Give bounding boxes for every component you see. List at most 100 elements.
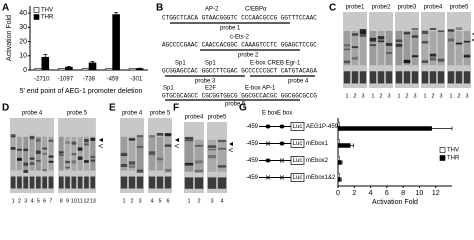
band <box>48 155 54 158</box>
ebox-site <box>265 158 271 163</box>
band <box>23 162 29 166</box>
band <box>71 141 77 145</box>
ebox-site <box>279 141 285 146</box>
smear <box>128 136 136 171</box>
band <box>10 147 16 150</box>
construct-start: -459 <box>246 158 259 164</box>
free-probe <box>207 177 217 189</box>
band <box>71 153 77 156</box>
band <box>395 43 403 48</box>
band <box>77 156 83 160</box>
band <box>411 28 419 31</box>
probe-label: probe 4 <box>122 111 143 117</box>
lane-label: 12 <box>83 198 89 204</box>
lane-label: 2 <box>431 93 434 99</box>
lane-label: 1 <box>423 93 426 99</box>
smear <box>148 136 156 171</box>
band <box>421 40 429 44</box>
band <box>369 44 377 47</box>
arrowhead <box>175 138 179 142</box>
factor: C/EBPα <box>245 7 267 13</box>
band <box>156 157 164 161</box>
band <box>447 29 455 32</box>
band <box>455 42 463 45</box>
free-probe <box>395 71 403 84</box>
band <box>395 43 403 46</box>
probe-label: probe5 <box>208 115 227 121</box>
lane-label: 6 <box>166 198 169 204</box>
band <box>136 134 144 138</box>
mutation-mark <box>279 158 285 163</box>
band <box>10 134 16 137</box>
band <box>359 31 367 35</box>
free-probe <box>29 176 35 189</box>
lane-label: 1 <box>122 198 125 204</box>
mutation-mark <box>265 141 271 146</box>
band <box>207 148 217 151</box>
band <box>437 30 445 32</box>
lane-label: 9 <box>66 198 69 204</box>
band <box>385 42 393 46</box>
x-tick-label: 6 <box>385 190 389 197</box>
panel-label: B <box>156 3 163 14</box>
legend-label: THV <box>447 148 459 154</box>
band <box>120 163 128 167</box>
band <box>217 139 227 143</box>
band <box>128 138 136 141</box>
reporter-box <box>290 156 305 165</box>
band <box>421 60 429 64</box>
factor: c-Ets-2 <box>230 35 250 41</box>
band <box>194 144 204 147</box>
band <box>36 138 41 142</box>
smear <box>136 136 144 171</box>
band <box>359 29 367 33</box>
factor: Sp1 <box>175 61 186 67</box>
band <box>411 35 419 38</box>
ebox-site <box>279 124 285 129</box>
band <box>42 147 47 150</box>
probe-label: probe 4 <box>22 111 43 117</box>
band <box>194 160 204 164</box>
x-tick-label: -738 <box>83 77 96 83</box>
y-tick-label: mEbox1&2 <box>306 175 336 181</box>
y-tick-label: mEbox1 <box>306 141 329 147</box>
bar <box>337 143 351 148</box>
lane-label: 2 <box>405 93 408 99</box>
band <box>136 169 144 173</box>
free-probe <box>421 71 429 84</box>
smear <box>411 31 419 66</box>
legend-label: THV <box>41 8 53 14</box>
band <box>65 141 70 144</box>
free-probe <box>217 177 227 189</box>
band <box>351 46 359 49</box>
factor: Sp1 <box>163 86 174 92</box>
band <box>148 134 156 138</box>
free-probe <box>447 71 455 84</box>
arrowhead-open <box>174 143 180 149</box>
smear <box>207 139 217 172</box>
bar <box>337 177 341 182</box>
lane-label: 7 <box>49 198 52 204</box>
reporter-box <box>290 139 305 148</box>
band <box>377 40 385 43</box>
free-probe <box>10 176 16 189</box>
mutation-mark <box>265 175 271 180</box>
legend-label: THR <box>447 156 460 162</box>
free-probe <box>194 177 204 189</box>
lane-label: 5 <box>37 198 40 204</box>
band <box>429 57 437 61</box>
band <box>377 36 385 39</box>
x-tick-label: 10 <box>416 190 424 197</box>
band <box>58 154 64 156</box>
probe-label: probe4 <box>424 5 443 11</box>
smear <box>58 136 64 171</box>
y-tick-label: 20 <box>19 38 27 45</box>
probe-label: probe2 <box>372 5 391 11</box>
bar <box>337 173 340 178</box>
band <box>194 169 204 173</box>
lane-label: 2 <box>353 93 356 99</box>
construct-start: -459 <box>246 124 259 130</box>
free-probe <box>128 176 136 189</box>
band <box>77 147 83 151</box>
free-probe <box>184 177 194 189</box>
